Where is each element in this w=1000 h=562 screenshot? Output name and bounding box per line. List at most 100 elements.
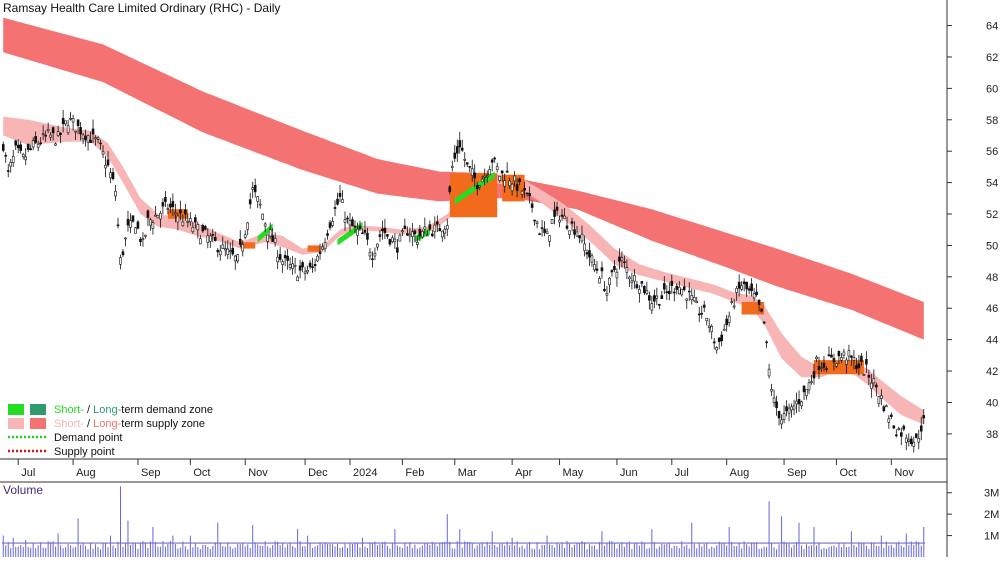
candle-body: [161, 202, 165, 207]
candle-body: [31, 140, 35, 148]
candle-body: [233, 255, 237, 262]
candle-body: [124, 237, 127, 240]
candle-body: [727, 315, 731, 323]
candle-body: [588, 250, 591, 258]
candle: [278, 246, 282, 263]
candle: [288, 257, 292, 271]
candle-body: [356, 228, 359, 236]
candle-body: [383, 227, 387, 234]
candle-body: [6, 170, 10, 172]
candle: [431, 229, 434, 238]
candle: [136, 220, 140, 230]
candle-body: [643, 285, 646, 293]
candle: [847, 344, 851, 362]
candle: [573, 221, 576, 239]
candle: [66, 119, 70, 136]
candle: [525, 192, 529, 197]
legend-short-supply-swatch: [8, 418, 24, 429]
candle: [840, 353, 843, 364]
candle-body: [590, 255, 594, 263]
candle-body: [618, 256, 621, 262]
candle: [323, 237, 327, 253]
candle: [26, 143, 30, 153]
candle: [76, 119, 80, 135]
candle: [812, 363, 816, 385]
candle-body: [902, 425, 906, 430]
candle-body: [882, 406, 886, 412]
candle-body: [126, 218, 130, 226]
candle-body: [134, 227, 137, 234]
candle-body: [81, 134, 85, 140]
candle-body: [376, 243, 379, 248]
candle-body: [485, 175, 489, 178]
candle-body: [34, 136, 37, 143]
candle-body: [76, 119, 80, 127]
candle: [533, 219, 536, 226]
candle: [251, 181, 255, 199]
candle: [755, 283, 758, 297]
candle-body: [396, 247, 399, 253]
candle: [114, 184, 117, 201]
candle-body: [912, 441, 916, 447]
candle-body: [677, 286, 681, 295]
candle-body: [682, 286, 686, 290]
candle: [156, 214, 160, 219]
candle: [208, 232, 212, 248]
candle-body: [760, 308, 763, 312]
candle-body: [740, 285, 743, 290]
candle: [845, 357, 848, 374]
candle-body: [922, 415, 926, 419]
candle: [608, 277, 611, 293]
volume-tick-label: 3M: [984, 488, 999, 500]
candle: [366, 227, 369, 246]
x-tick-label: Jul: [675, 467, 689, 479]
candle: [825, 366, 828, 373]
candle: [914, 433, 918, 439]
candle-body: [732, 305, 736, 308]
candle-body: [99, 142, 102, 145]
candle-body: [66, 125, 70, 134]
candle: [149, 217, 152, 231]
candle-body: [301, 262, 304, 268]
candle: [685, 298, 689, 309]
candle-body: [505, 170, 509, 173]
candle: [495, 162, 499, 173]
candle-body: [585, 252, 589, 255]
candle: [610, 269, 614, 277]
candle: [311, 257, 314, 273]
candle: [568, 230, 571, 239]
candle: [440, 230, 444, 242]
candle: [131, 215, 135, 223]
candle-body: [877, 396, 881, 404]
candle-body: [351, 219, 354, 227]
candle: [807, 379, 811, 394]
candle-body: [273, 238, 277, 243]
candle: [565, 216, 569, 231]
candle: [86, 134, 90, 151]
candle: [795, 392, 798, 414]
candle: [161, 198, 165, 215]
candle: [550, 219, 554, 224]
candle-body: [490, 159, 494, 163]
candle-body: [473, 172, 477, 179]
candle: [663, 276, 666, 295]
candle: [391, 235, 394, 244]
candle: [331, 217, 334, 228]
candle-body: [762, 321, 766, 324]
candle-body: [298, 265, 302, 271]
candle-body: [231, 247, 235, 255]
candle: [460, 139, 464, 152]
candle-body: [855, 365, 858, 370]
x-tick-label: 2024: [353, 467, 377, 479]
candle: [750, 278, 753, 297]
candle-body: [368, 252, 372, 257]
candle: [306, 265, 309, 275]
candle-body: [570, 221, 574, 224]
candle-body: [206, 235, 210, 243]
candle-body: [528, 193, 531, 197]
candle: [39, 137, 42, 146]
candle-body: [852, 357, 856, 361]
candle-body: [411, 231, 414, 237]
candle-body: [595, 268, 599, 271]
y-tick-label: 38: [986, 429, 998, 441]
